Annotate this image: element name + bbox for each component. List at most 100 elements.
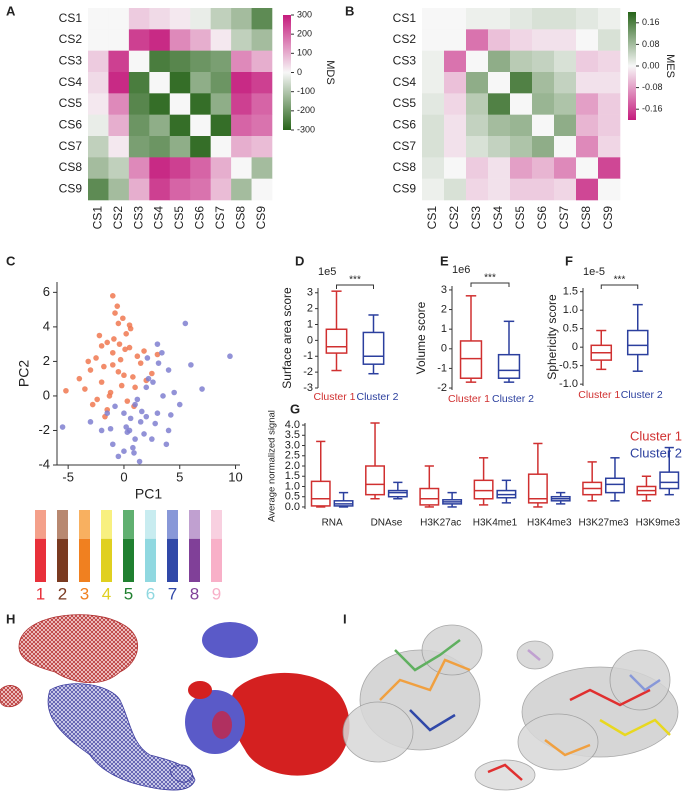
heatmap-cell	[190, 178, 211, 201]
x-tick-label: Cluster 2	[492, 393, 534, 405]
x-tick-label: 5	[176, 469, 183, 484]
scatter-point	[137, 419, 144, 425]
scatter-point	[121, 410, 127, 417]
colorbar-tick-label: 0.16	[642, 17, 660, 27]
panel-label: B	[345, 3, 354, 18]
scatter-point	[109, 349, 116, 356]
y-tick-label: -0.5	[559, 360, 578, 372]
heatmap-cell	[488, 50, 511, 73]
heatmap-cell	[576, 8, 599, 30]
y-tick-label: -2	[38, 422, 50, 437]
scatter-point	[59, 424, 66, 430]
scatter-point	[63, 387, 69, 394]
y-tick-label: 0.0	[285, 501, 300, 513]
heatmap-cell	[576, 50, 599, 73]
heatmap-cell	[510, 178, 533, 201]
heatmap-cell	[210, 136, 232, 158]
y-tick-label: 2	[441, 303, 447, 315]
heatmap-cell	[510, 50, 533, 73]
colorbar	[283, 15, 291, 130]
colorbar-tick-label: 0.00	[642, 60, 660, 70]
heatmap-cell	[210, 8, 232, 30]
heatmap-cell	[598, 72, 621, 94]
heatmap-cell	[488, 178, 511, 201]
heatmap-cell	[251, 178, 273, 201]
heatmap-cell	[554, 136, 577, 158]
x-tick-label: Cluster 1	[448, 393, 490, 405]
heatmap-cell	[251, 50, 273, 73]
y-tick-label: 4.0	[285, 419, 300, 431]
heatmap-cell	[444, 29, 467, 51]
y-axis-label: Surface area score	[280, 287, 294, 389]
heatmap-cell	[488, 157, 511, 179]
legend-swatch	[35, 538, 46, 582]
significance-bracket	[470, 282, 510, 287]
row-label: CS1	[59, 11, 83, 25]
legend-swatch	[79, 538, 90, 582]
colorbar-tick-label: -100	[297, 86, 315, 96]
heatmap-cell	[210, 114, 232, 137]
scatter-point	[107, 425, 114, 432]
scatter-point	[168, 412, 174, 418]
colorbar-tick-label: 0	[297, 67, 302, 77]
column-label: CS9	[601, 206, 615, 230]
heatmap-cell	[88, 93, 109, 115]
scatter-point	[163, 441, 170, 448]
column-label: CS2	[447, 206, 461, 230]
heatmap-cell	[128, 114, 150, 137]
heatmap-cell	[422, 157, 445, 179]
y-tick-label: 3	[307, 287, 313, 299]
scatter-point	[104, 339, 111, 346]
y-tick-label: 1.0	[563, 304, 578, 316]
scatter-point	[112, 310, 118, 316]
heatmap-cell	[108, 29, 130, 51]
scatter-point	[115, 368, 122, 375]
structure-i	[342, 624, 679, 791]
heatmap-cell	[190, 72, 211, 94]
legend-label: 3	[80, 584, 89, 603]
box	[419, 487, 440, 506]
scatter-point	[82, 386, 88, 392]
scatter-point	[121, 448, 127, 454]
heatmap-cell	[108, 157, 130, 179]
heatmap-cell	[108, 114, 130, 137]
column-label: CS5	[172, 206, 186, 230]
heatmap-cell	[190, 157, 211, 179]
x-tick-label: DNAse	[371, 518, 403, 529]
panel-label: I	[343, 611, 347, 626]
heatmap-cell	[149, 157, 171, 179]
heatmap-cell	[444, 157, 467, 179]
heatmap-cell	[510, 72, 533, 94]
heatmap-cell	[554, 93, 577, 115]
heatmap-cell	[598, 8, 621, 30]
heatmap-cell	[598, 29, 621, 51]
x-tick-label: H3K27ac	[420, 518, 461, 529]
heatmap-cell	[554, 157, 577, 179]
column-label: CS1	[90, 206, 104, 230]
y-tick-label: 0.5	[563, 323, 578, 335]
heatmap-cell	[532, 114, 555, 137]
panel-label: F	[565, 253, 573, 268]
heatmap-cell	[576, 178, 599, 201]
heatmap-cell	[88, 157, 109, 179]
heatmap-cell	[598, 178, 621, 201]
scatter-point	[115, 320, 122, 327]
y-tick-label: 1	[307, 318, 313, 330]
legend-swatch	[101, 510, 112, 539]
y-tick-label: 2.5	[285, 450, 300, 462]
box	[459, 340, 483, 379]
scatter-point	[131, 450, 137, 456]
legend-swatch	[57, 510, 68, 539]
y-tick-label: -1.0	[559, 378, 578, 390]
colorbar	[628, 12, 636, 120]
scatter-point	[101, 363, 107, 370]
heatmap-cell	[444, 50, 467, 73]
colorbar-tick-label: -0.16	[642, 104, 663, 114]
heatmap-cell	[251, 93, 273, 115]
heatmap-cell	[510, 157, 533, 179]
heatmap-cell	[149, 72, 171, 94]
heatmap-cell	[466, 93, 489, 115]
column-label: CS6	[193, 206, 207, 230]
legend-label: 9	[212, 584, 221, 603]
column-label: CS2	[111, 206, 125, 230]
